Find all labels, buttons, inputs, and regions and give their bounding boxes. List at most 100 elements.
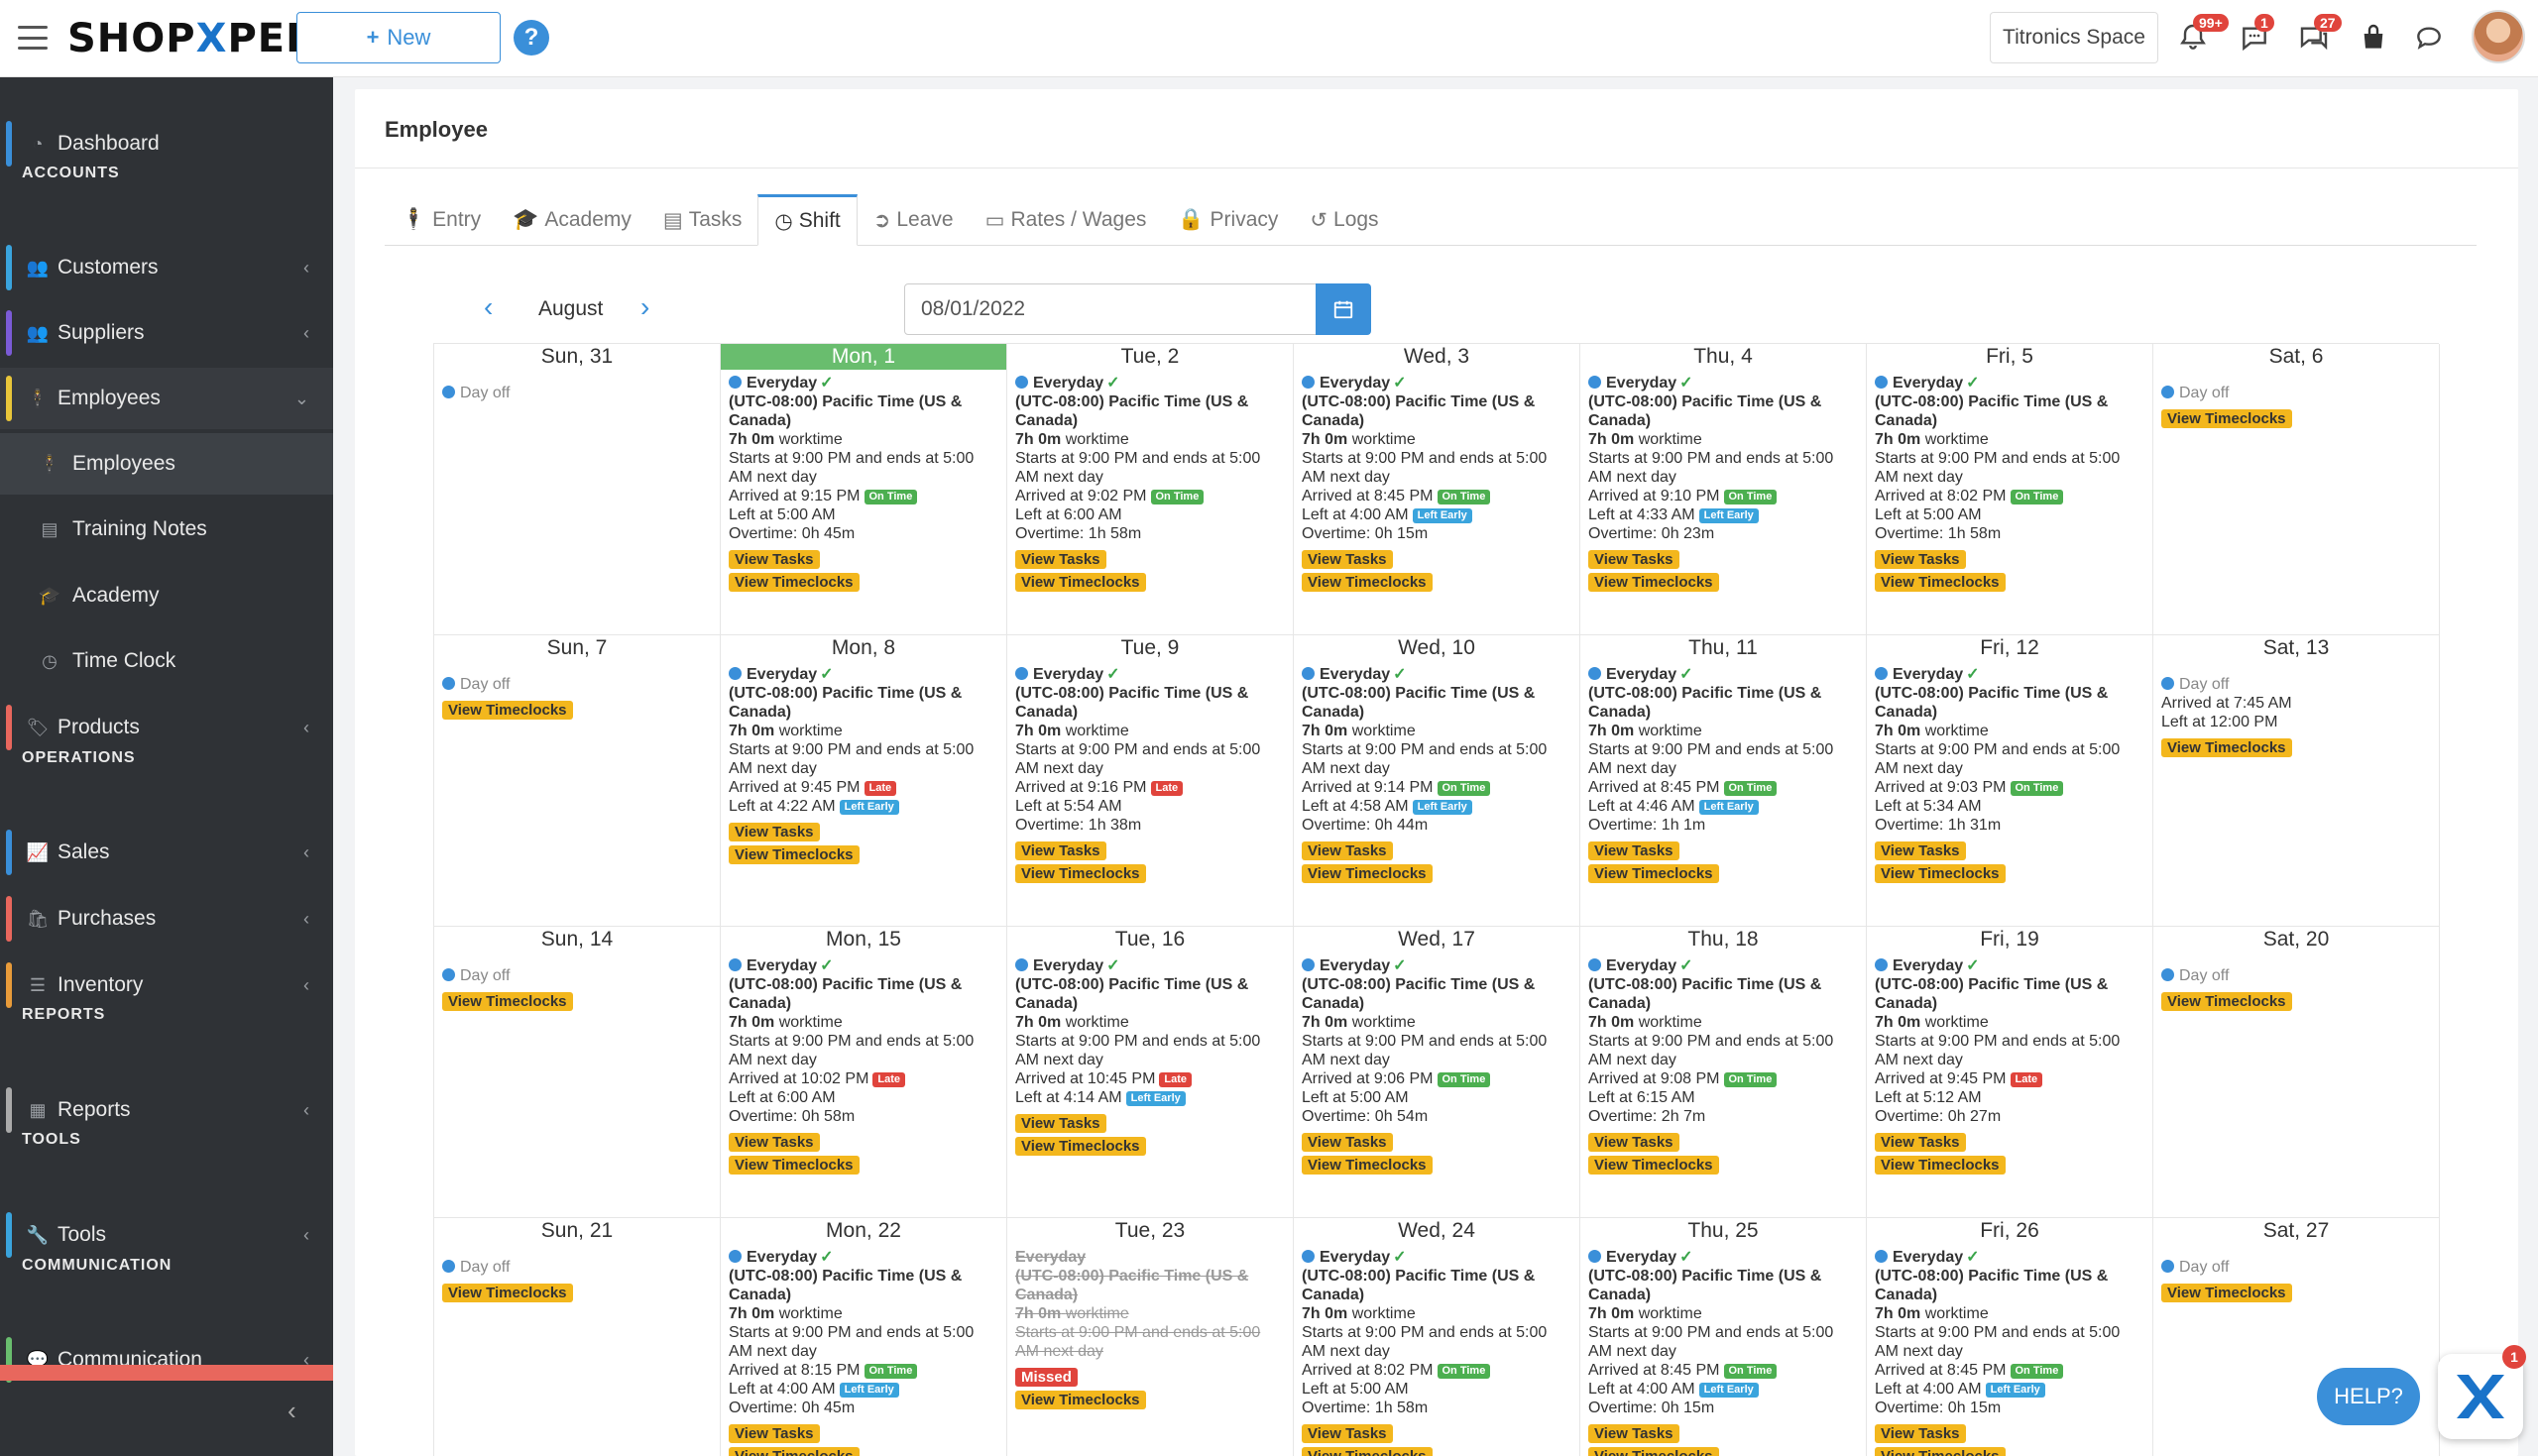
schedule-name: Everyday ✓ (1588, 665, 1858, 684)
tab-entry[interactable]: 🕴 Entry (401, 208, 482, 231)
view-timeclocks-button[interactable]: View Timeclocks (1875, 573, 2006, 592)
tab-shift[interactable]: ◷ Shift (757, 194, 858, 246)
store-icon[interactable] (2358, 22, 2389, 54)
user-avatar[interactable] (2472, 10, 2525, 63)
btn-row: View Timeclocks (1302, 1152, 1571, 1175)
view-timeclocks-button[interactable]: View Timeclocks (442, 701, 573, 720)
sidebar-item-products[interactable]: 🏷 Products ‹ (0, 697, 333, 758)
worktime-label: worktime (778, 1014, 843, 1031)
view-timeclocks-button[interactable]: View Timeclocks (729, 1156, 860, 1175)
collapse-sidebar-icon[interactable]: ‹ (288, 1396, 296, 1425)
sidebar-item-communication[interactable]: 💬 Communication ‹ (0, 1329, 333, 1391)
sidebar-item-training-notes[interactable]: ▤ Training Notes (0, 499, 333, 560)
view-tasks-button[interactable]: View Tasks (1588, 841, 1679, 860)
view-timeclocks-button[interactable]: View Timeclocks (1015, 573, 1146, 592)
view-tasks-button[interactable]: View Tasks (1875, 1424, 1966, 1443)
new-button[interactable]: + New (296, 12, 501, 63)
view-tasks-button[interactable]: View Tasks (729, 550, 820, 569)
btn-row: View Timeclocks (1302, 1443, 1571, 1456)
sidebar-item-sales[interactable]: 📈 Sales ‹ (0, 822, 333, 883)
sidebar-item-employees-sub[interactable]: 🕴 Employees (0, 433, 333, 495)
view-timeclocks-button[interactable]: View Timeclocks (1015, 864, 1146, 883)
chevron-right-icon[interactable]: › (640, 291, 650, 322)
view-tasks-button[interactable]: View Tasks (1302, 841, 1393, 860)
sidebar-item-reports[interactable]: ▦ Reports ‹ (0, 1079, 333, 1141)
calendar-day: Sun, 14 Day off View Timeclocks (434, 927, 721, 1218)
support-widget-icon[interactable] (2438, 1354, 2523, 1439)
tab-leave[interactable]: ➲ Leave (872, 208, 954, 232)
view-tasks-button[interactable]: View Tasks (729, 1424, 820, 1443)
sidebar-item-suppliers[interactable]: 👥 Suppliers ‹ (0, 302, 333, 364)
menu-icon[interactable] (18, 26, 48, 50)
view-timeclocks-button[interactable]: View Timeclocks (1015, 1391, 1146, 1409)
view-tasks-button[interactable]: View Tasks (1015, 1114, 1106, 1133)
view-tasks-button[interactable]: View Tasks (1015, 841, 1106, 860)
view-tasks-button[interactable]: View Tasks (729, 823, 820, 841)
sidebar-item-time-clock[interactable]: ◷ Time Clock (0, 630, 333, 692)
view-tasks-button[interactable]: View Tasks (1875, 1133, 1966, 1152)
sidebar-item-academy[interactable]: 🎓 Academy (38, 584, 160, 607)
overtime-line: Overtime: 0h 58m (729, 1108, 856, 1125)
tab-logs[interactable]: ↺ Logs (1310, 208, 1379, 232)
comment-icon[interactable] (2413, 22, 2445, 54)
view-timeclocks-button[interactable]: View Timeclocks (2161, 1284, 2292, 1302)
shift-hours: Starts at 9:00 PM and ends at 5:00 AM ne… (1875, 1324, 2121, 1360)
view-tasks-button[interactable]: View Tasks (1302, 1133, 1393, 1152)
chevron-left-icon[interactable]: ‹ (484, 291, 494, 322)
tab-tasks[interactable]: ▤ Tasks (662, 208, 743, 232)
view-timeclocks-button[interactable]: View Timeclocks (1015, 1137, 1146, 1156)
help-icon[interactable]: ? (514, 20, 549, 56)
view-timeclocks-button[interactable]: View Timeclocks (1588, 573, 1719, 592)
sidebar-item-employees[interactable]: 🕴 Employees ⌄ (0, 368, 333, 429)
worktime: 7h 0m worktime (729, 1304, 998, 1323)
view-timeclocks-button[interactable]: View Timeclocks (2161, 992, 2292, 1011)
view-timeclocks-button[interactable]: View Timeclocks (1875, 864, 2006, 883)
sidebar-item-inventory[interactable]: ☰ Inventory ‹ (0, 954, 333, 1016)
view-timeclocks-button[interactable]: View Timeclocks (729, 1447, 860, 1456)
view-tasks-button[interactable]: View Tasks (729, 1133, 820, 1152)
view-tasks-button[interactable]: View Tasks (1302, 1424, 1393, 1443)
view-timeclocks-button[interactable]: View Timeclocks (1875, 1447, 2006, 1456)
chat-icon[interactable]: 27 (2298, 14, 2342, 54)
view-tasks-button[interactable]: View Tasks (1588, 1424, 1679, 1443)
sidebar-item-customers[interactable]: 👥 Customers ‹ (0, 237, 333, 298)
view-timeclocks-button[interactable]: View Timeclocks (2161, 409, 2292, 428)
view-tasks-button[interactable]: View Tasks (1588, 550, 1679, 569)
tab-rates-wages[interactable]: ▭ Rates / Wages (984, 208, 1147, 232)
view-tasks-button[interactable]: View Tasks (1875, 550, 1966, 569)
sidebar-item-dashboard[interactable]: ◔ Dashboard (0, 113, 333, 174)
view-tasks-button[interactable]: View Tasks (1588, 1133, 1679, 1152)
messages-icon[interactable]: 1 (2239, 14, 2274, 54)
day-header: Mon, 15 (826, 928, 901, 951)
view-timeclocks-button[interactable]: View Timeclocks (442, 1284, 573, 1302)
view-timeclocks-button[interactable]: View Timeclocks (1588, 1447, 1719, 1456)
view-timeclocks-button[interactable]: View Timeclocks (1588, 1156, 1719, 1175)
btn-row: View Tasks (1302, 543, 1571, 569)
sidebar-item-purchases[interactable]: 🛍 Purchases ‹ (0, 888, 333, 950)
bell-icon[interactable]: 99+ (2177, 14, 2229, 54)
view-tasks-button[interactable]: View Tasks (1302, 550, 1393, 569)
calendar-button[interactable] (1316, 283, 1371, 335)
status-dot-icon (2161, 386, 2174, 398)
tab-privacy[interactable]: 🔒 Privacy (1178, 208, 1279, 231)
clock-icon: ◷ (774, 209, 793, 233)
space-selector[interactable]: Titronics Space (1990, 12, 2158, 63)
view-timeclocks-button[interactable]: View Timeclocks (1302, 864, 1433, 883)
view-timeclocks-button[interactable]: View Timeclocks (2161, 738, 2292, 757)
view-timeclocks-button[interactable]: View Timeclocks (1302, 1156, 1433, 1175)
view-tasks-button[interactable]: View Tasks (1875, 841, 1966, 860)
view-timeclocks-button[interactable]: View Timeclocks (729, 845, 860, 864)
view-timeclocks-button[interactable]: View Timeclocks (729, 573, 860, 592)
sidebar-item-tools[interactable]: 🔧 Tools ‹ (0, 1204, 333, 1266)
view-timeclocks-button[interactable]: View Timeclocks (1302, 573, 1433, 592)
help-chat-button[interactable]: HELP? (2317, 1368, 2420, 1425)
view-timeclocks-button[interactable]: View Timeclocks (1302, 1447, 1433, 1456)
view-tasks-button[interactable]: View Tasks (1015, 550, 1106, 569)
date-input[interactable] (904, 283, 1318, 335)
view-timeclocks-button[interactable]: View Timeclocks (1588, 864, 1719, 883)
schedule-name: Everyday ✓ (1302, 956, 1571, 975)
overtime-line: Overtime: 0h 15m (1302, 525, 1429, 542)
view-timeclocks-button[interactable]: View Timeclocks (442, 992, 573, 1011)
tab-academy[interactable]: 🎓 Academy (513, 208, 632, 231)
view-timeclocks-button[interactable]: View Timeclocks (1875, 1156, 2006, 1175)
